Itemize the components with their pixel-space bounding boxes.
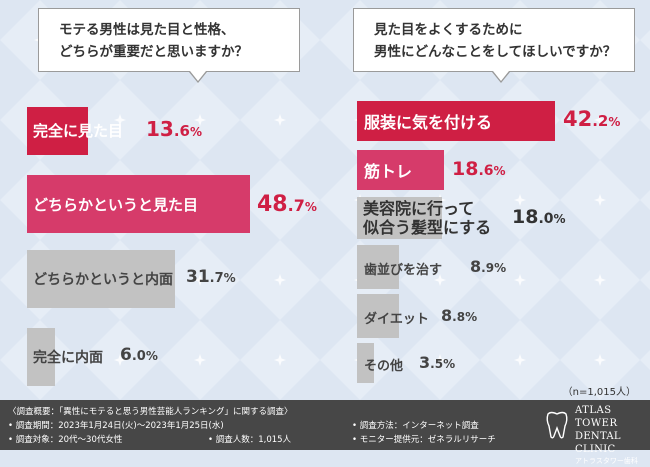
logo: ATLAS TOWER DENTAL CLINIC アトラスタワー歯科 (575, 404, 650, 467)
right-bar-value-5: 3.5% (419, 353, 456, 372)
right-bar-label-1: 筋トレ (364, 162, 413, 181)
right-question-line1: 見た目をよくするために (374, 22, 523, 38)
right-bar-label-5: その他 (364, 359, 404, 374)
right-bar-value-3: 8.9% (470, 257, 507, 276)
survey-provider: • モニター提供元：ゼネラルリサーチ (352, 435, 496, 445)
right-bar-label-0: 服装に気を付ける (364, 113, 493, 132)
survey-count: • 調査人数：1,015人 (208, 435, 292, 445)
tooth-logo-icon (546, 411, 568, 439)
right-bar-1 (357, 150, 444, 190)
logo-line1: ATLAS TOWER (575, 405, 618, 429)
left-bar-label-2: どちらかというと内面 (33, 272, 173, 288)
right-bar-3 (357, 245, 399, 289)
left-bar-3 (27, 328, 55, 386)
logo-line3: アトラスタワー歯科 (575, 457, 638, 465)
right-bar-2 (357, 197, 442, 239)
left-bar-label-3: 完全に内面 (33, 350, 103, 366)
left-bar-value-1: 48.7% (257, 192, 317, 217)
left-bar-value-0: 13.6% (146, 117, 203, 141)
left-bar-label-0: 完全に見た目 (33, 122, 124, 140)
left-question-bubble: モテる男性は見た目と性格、 どちらが重要だと思いますか？ (38, 8, 300, 83)
right-bar-value-0: 42.2% (563, 107, 621, 131)
right-question-line2: 男性にどんなことをしてほしいですか？ (374, 44, 617, 60)
left-question-line2: どちらが重要だと思いますか？ (59, 44, 248, 60)
left-bar-1 (27, 175, 250, 233)
left-bar-value-2: 31.7% (186, 267, 236, 287)
sample-size-note: （n=1,015人） (562, 387, 636, 398)
right-bar-value-1: 18.6% (452, 158, 506, 180)
right-bar-4 (357, 294, 399, 338)
right-bar-value-4: 8.8% (441, 306, 478, 325)
footer: 〈調査概要：「異性にモテると思う男性芸能人ランキング」に関する調査〉 • 調査期… (0, 400, 650, 450)
left-question-line1: モテる男性は見た目と性格、 (59, 22, 235, 38)
right-bar-label-3: 歯並びを治す (364, 263, 443, 278)
survey-period: • 調査期間：2023年1月24日(火)〜2023年1月25日(水) (8, 421, 224, 431)
right-bar-label-4: ダイエット (364, 312, 429, 327)
left-bar-0 (27, 107, 88, 155)
left-bar-label-1: どちらかというと見た目 (33, 196, 199, 214)
logo-line2: DENTAL CLINIC (575, 431, 621, 455)
right-bar-value-2: 18.0% (512, 206, 566, 228)
survey-target: • 調査対象：20代〜30代女性 (8, 435, 123, 445)
left-bar-value-3: 6.0% (120, 345, 158, 365)
right-question-bubble: 見た目をよくするために 男性にどんなことをしてほしいですか？ (353, 8, 635, 83)
left-bar-2 (27, 250, 175, 308)
right-bar-5 (357, 343, 374, 383)
right-bar-label-2: 美容院に行って 似合う髪型にする (363, 199, 492, 237)
survey-overview: 〈調査概要：「異性にモテると思う男性芸能人ランキング」に関する調査〉 (8, 407, 293, 417)
survey-method: • 調査方法：インターネット調査 (352, 421, 479, 431)
right-bar-0 (357, 101, 555, 141)
